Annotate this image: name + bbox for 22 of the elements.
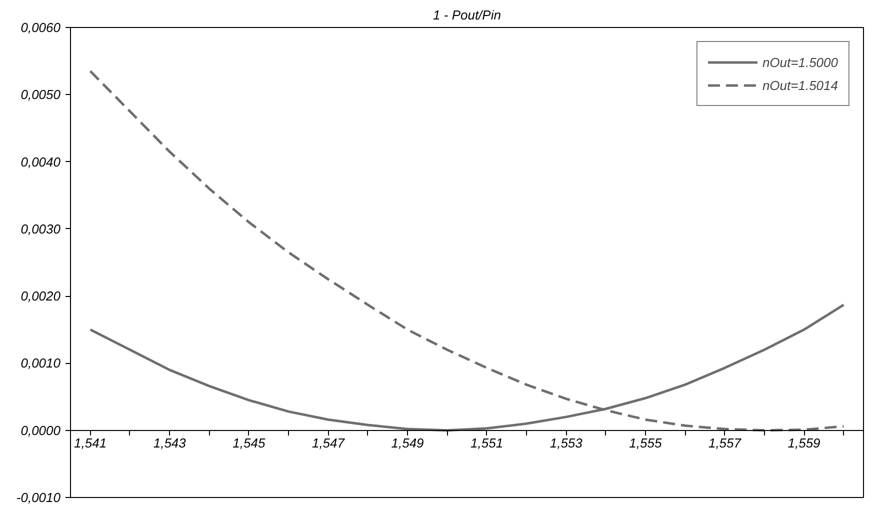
y-tick-label: 0,0040 [20,154,62,170]
line-series [89,70,845,432]
x-tick-label: 1,545 [232,435,266,450]
y-tick-label: -0,0010 [16,490,62,505]
legend-label: nOut=1.5014 [762,78,838,92]
x-tick-label: 1,553 [550,435,584,450]
legend-label: nOut=1.5000 [762,54,838,70]
x-tick-label: 1,549 [391,435,424,450]
x-tick-label: 1,541 [74,435,107,450]
x-tick-label: 1,551 [470,435,504,450]
y-tick-label: 0,0010 [20,356,62,371]
y-tick-label: 0,0060 [20,20,62,35]
x-tick-label: 1,557 [708,435,742,450]
y-tick-label: 0,0000 [20,422,62,438]
chart-title: 1 - Pout/Pin [433,8,501,22]
x-tick-label: 1,547 [312,435,346,450]
x-tick-label: 1,555 [629,435,662,450]
y-tick-label: 0,0050 [20,87,62,102]
x-tick-label: 1,543 [153,435,187,450]
y-tick-label: 0,0030 [20,221,62,236]
y-tick-label: 0,0020 [20,288,62,304]
x-tick-label: 1,559 [788,435,820,450]
